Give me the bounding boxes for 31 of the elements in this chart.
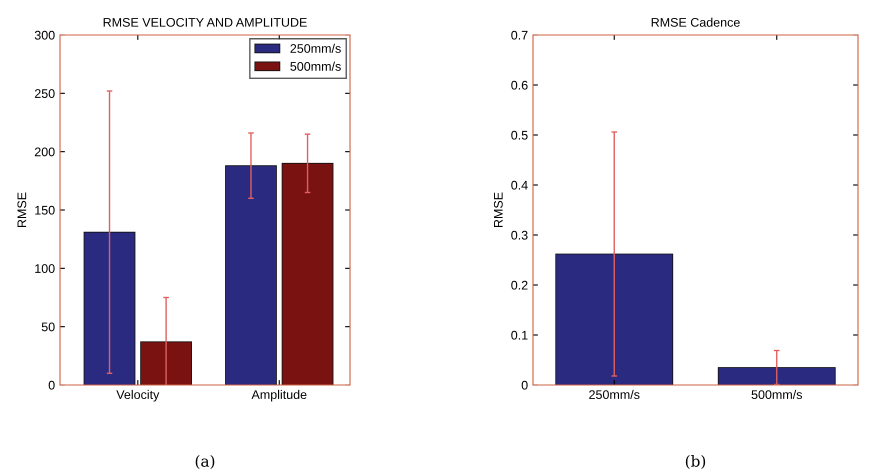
y-tick-label: 0 — [48, 380, 55, 390]
y-tick-label: 0.7 — [511, 30, 528, 40]
x-tick-label: 500mm/s — [752, 390, 802, 400]
y-tick-label: 150 — [35, 206, 55, 215]
y-tick-label: 300 — [34, 30, 55, 40]
text: (b) — [686, 455, 706, 469]
y-tick-label: 0.2 — [511, 280, 528, 290]
y-tick-label: 0 — [522, 380, 528, 390]
y-tick-label: 50 — [42, 322, 55, 332]
y-axis-title: RMSE — [17, 192, 26, 228]
bar — [140, 341, 192, 385]
legend-label: 500mm/s — [290, 62, 341, 71]
x-tick-label: 250mm/s — [589, 390, 640, 400]
y-tick-label: 250 — [34, 89, 55, 98]
chart-title: RMSE Cadence — [652, 18, 740, 27]
y-axis-title: RMSE — [494, 192, 503, 228]
y-tick-label: 0.3 — [511, 230, 528, 240]
y-tick-label: 0.1 — [511, 330, 528, 340]
text: (a) — [196, 455, 214, 469]
bar — [282, 162, 334, 385]
x-tick-label: Velocity — [116, 390, 160, 402]
bar — [84, 232, 136, 385]
y-tick-label: 200 — [34, 147, 55, 156]
y-tick-label: 100 — [35, 264, 55, 273]
y-tick-label: 0.4 — [511, 180, 528, 190]
x-tick-label: Amplitude — [252, 390, 307, 402]
legend-label: 250mm/s — [290, 44, 341, 53]
y-tick-label: 0.5 — [511, 130, 528, 140]
y-tick-label: 0.6 — [511, 80, 528, 90]
bar — [225, 165, 277, 385]
chart-title: RMSE VELOCITY AND AMPLITUDE — [104, 18, 307, 27]
